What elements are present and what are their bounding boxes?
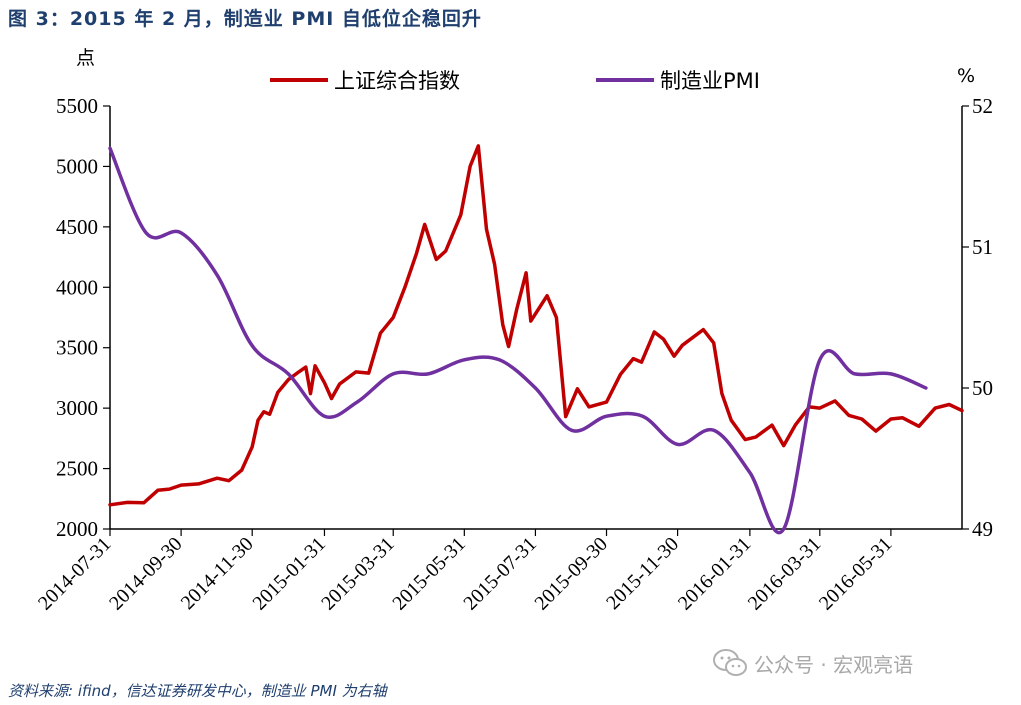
legend-label-index: 上证综合指数	[334, 69, 460, 93]
right-tick-label: 52	[972, 94, 993, 118]
right-axis-unit: %	[957, 65, 975, 87]
right-tick-label: 51	[972, 235, 993, 259]
x-tick-label: 2016-05-31	[815, 533, 897, 615]
x-tick-label: 2015-07-31	[459, 533, 541, 615]
chart-legend: 上证综合指数 制造业PMI	[270, 69, 760, 93]
wechat-icon	[713, 649, 747, 676]
left-tick-label: 5000	[56, 154, 98, 178]
x-tick-label: 2014-11-30	[177, 533, 258, 614]
x-tick-label: 2016-03-31	[744, 533, 826, 615]
right-tick-label: 50	[972, 376, 993, 400]
right-tick-label: 49	[972, 517, 993, 541]
left-tick-label: 3000	[56, 396, 98, 420]
x-tick-label: 2015-01-31	[248, 533, 330, 615]
x-tick-label: 2015-09-30	[531, 533, 613, 615]
x-tick-label: 2015-03-31	[317, 533, 399, 615]
pmi-series-line	[108, 146, 928, 535]
left-tick-label: 2500	[56, 457, 98, 481]
source-note: 资料来源: ifind，信达证券研发中心，制造业 PMI 为右轴	[8, 682, 387, 700]
left-tick-label: 4000	[56, 275, 98, 299]
left-tick-label: 2000	[56, 517, 98, 541]
x-tick-label: 2014-09-30	[105, 533, 187, 615]
left-tick-label: 3500	[56, 336, 98, 360]
x-tick-label: 2014-07-31	[34, 533, 116, 615]
left-axis-unit: 点	[76, 47, 95, 69]
chart-series	[108, 144, 964, 535]
x-tick-label: 2016-01-31	[674, 533, 756, 615]
chart-title: 图 3：2015 年 2 月，制造业 PMI 自低位企稳回升	[8, 8, 482, 30]
legend-label-pmi: 制造业PMI	[660, 69, 760, 93]
x-tick-label: 2015-05-31	[388, 533, 470, 615]
left-tick-label: 5500	[56, 94, 98, 118]
index-series-line	[108, 144, 964, 507]
x-tick-label: 2015-11-30	[602, 533, 683, 614]
left-tick-label: 4500	[56, 215, 98, 239]
watermark: 公众号 · 宏观亮语	[712, 648, 913, 678]
watermark-text: 公众号 · 宏观亮语	[754, 652, 914, 677]
